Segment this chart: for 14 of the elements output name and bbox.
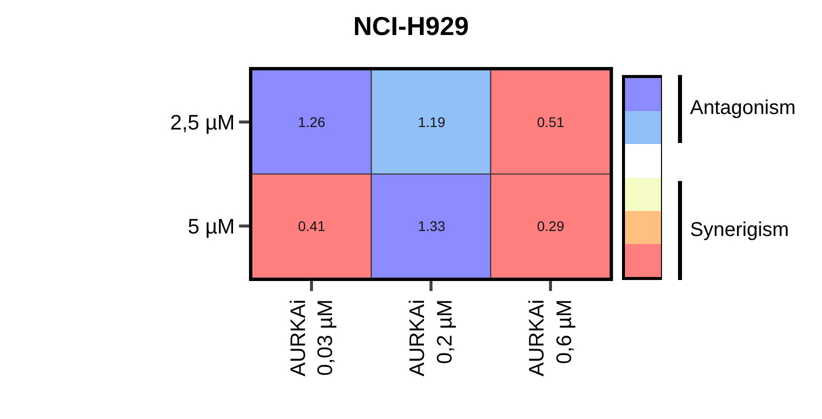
data-label: 1.19 (418, 114, 446, 130)
data-label: 0.29 (537, 218, 564, 234)
x-tick-label: AURKAi 0,6 µM (526, 299, 576, 376)
x-tick-label: AURKAi 0,03 µM (286, 299, 338, 376)
data-label: 1.33 (418, 218, 446, 234)
chart-title: NCI-H929 (353, 10, 469, 41)
x-tick-label: AURKAi 0,2 µM (406, 299, 456, 376)
text: Antagonism (690, 97, 796, 120)
text: Synerigism (690, 218, 789, 242)
data-label: 0.41 (298, 218, 326, 234)
y-tick-label: 5 µM (188, 215, 235, 238)
y-tick-label: 2,5 µM (170, 111, 235, 134)
data-label: 1.26 (298, 114, 326, 130)
data-label: 0.51 (537, 114, 564, 130)
